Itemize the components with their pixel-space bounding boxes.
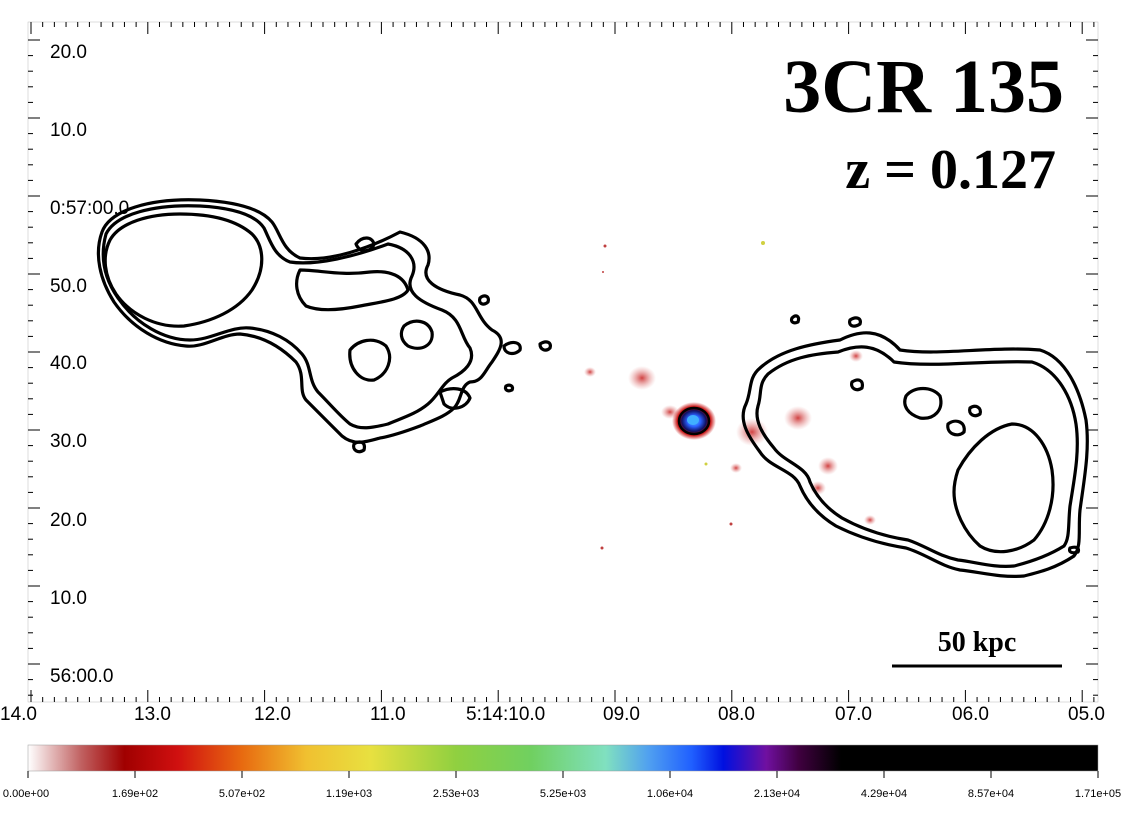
ra-axis: 14.0 13.0 12.0 11.0 5:14:10.0 09.0 08.0 … [0, 704, 1105, 725]
contour-right-island [946, 419, 966, 437]
contour-right-island [848, 316, 862, 328]
dec-tick-label: 20.0 [50, 42, 87, 63]
colorbar-label: 1.71e+05 [1075, 788, 1121, 800]
dec-tick-label: 30.0 [50, 431, 87, 452]
ra-tick-label: 13.0 [134, 704, 171, 725]
colorbar-label: 5.07e+02 [219, 788, 265, 800]
contour-left-island [478, 294, 490, 306]
emission-blob [864, 515, 876, 525]
core-contour [677, 406, 711, 436]
colorbar: 0.00e+00 1.69e+02 5.07e+02 1.19e+03 2.53… [3, 744, 1121, 800]
emission-blob [584, 367, 596, 377]
contour-right-island [1067, 545, 1081, 555]
dec-tick-label: 50.0 [50, 276, 87, 297]
ra-tick-label: 08.0 [718, 704, 755, 725]
emission-speck [602, 271, 604, 273]
dec-tick-label: 10.0 [50, 120, 87, 141]
colorbar-gradient [27, 744, 1099, 772]
emission-blob [849, 350, 863, 362]
scale-bar-label: 50 kpc [938, 627, 1017, 658]
contour-left-lobe-inner [103, 212, 264, 328]
colorbar-label: 1.19e+03 [326, 788, 372, 800]
contour-left-island [503, 383, 515, 393]
colorbar-label: 1.06e+04 [647, 788, 693, 800]
colorbar-label: 2.53e+03 [433, 788, 479, 800]
emission-blob [818, 457, 838, 475]
core-center [687, 415, 699, 425]
ra-tick-label: 14.0 [0, 704, 37, 725]
contour-right-lobe-inner [952, 422, 1055, 554]
contour-right-lobe-outer [741, 331, 1089, 578]
contour-left-island [354, 236, 376, 253]
ra-tick-label: 12.0 [254, 704, 291, 725]
redshift-label: z = 0.127 [845, 139, 1056, 201]
emission-blob [730, 463, 742, 473]
contour-left-island [538, 340, 552, 352]
emission-speck [761, 241, 765, 245]
contour-left-island [502, 340, 522, 356]
dec-axis: 20.0 10.0 0:57:00.0 50.0 40.0 30.0 20.0 … [50, 42, 129, 687]
ra-tick-label: 07.0 [835, 704, 872, 725]
radio-contours [96, 198, 1089, 578]
emission-speck [729, 522, 733, 526]
ra-tick-label: 06.0 [952, 704, 989, 725]
emission-speck [603, 244, 607, 248]
minor-ticks [28, 22, 1098, 702]
colorbar-label: 0.00e+00 [3, 788, 49, 800]
scale-bar: 50 kpc [892, 627, 1062, 668]
emission-blob [628, 366, 656, 390]
source-title: 3CR 135 [783, 45, 1064, 129]
colorbar-label: 4.29e+04 [861, 788, 907, 800]
dec-tick-label: 40.0 [50, 353, 87, 374]
dec-tick-label: 56:00.0 [50, 666, 113, 687]
dec-tick-label: 20.0 [50, 510, 87, 531]
radio-core [672, 402, 716, 440]
emission-speck [704, 462, 708, 466]
contour-left-island [348, 338, 392, 382]
contour-left-island [352, 440, 366, 454]
contour-right-lobe-mid [755, 345, 1079, 568]
colorbar-label: 2.13e+04 [754, 788, 800, 800]
contour-left-tail [295, 268, 410, 312]
dec-tick-label: 0:57:00.0 [50, 198, 129, 219]
contour-left-island [438, 387, 472, 410]
contour-left-lobe-outer [96, 198, 503, 444]
contour-left-island [399, 319, 434, 350]
colorbar-ticks [27, 771, 1099, 778]
colorbar-label: 8.57e+04 [968, 788, 1014, 800]
ra-tick-label: 05.0 [1068, 704, 1105, 725]
colorbar-label: 5.25e+03 [540, 788, 586, 800]
emission-speck [600, 546, 604, 550]
plot-frame [27, 21, 1099, 703]
ra-tick-label: 09.0 [603, 704, 640, 725]
contour-right-island [903, 386, 943, 420]
contour-right-island [968, 404, 982, 418]
ra-tick-label: 5:14:10.0 [466, 704, 545, 725]
contour-left-lobe-mid [101, 204, 474, 430]
contour-right-island [789, 314, 801, 325]
dec-tick-label: 10.0 [50, 588, 87, 609]
ra-tick-label: 11.0 [370, 704, 406, 725]
emission-blob [784, 406, 812, 430]
contour-right-island [850, 378, 864, 392]
colorbar-label: 1.69e+02 [112, 788, 158, 800]
